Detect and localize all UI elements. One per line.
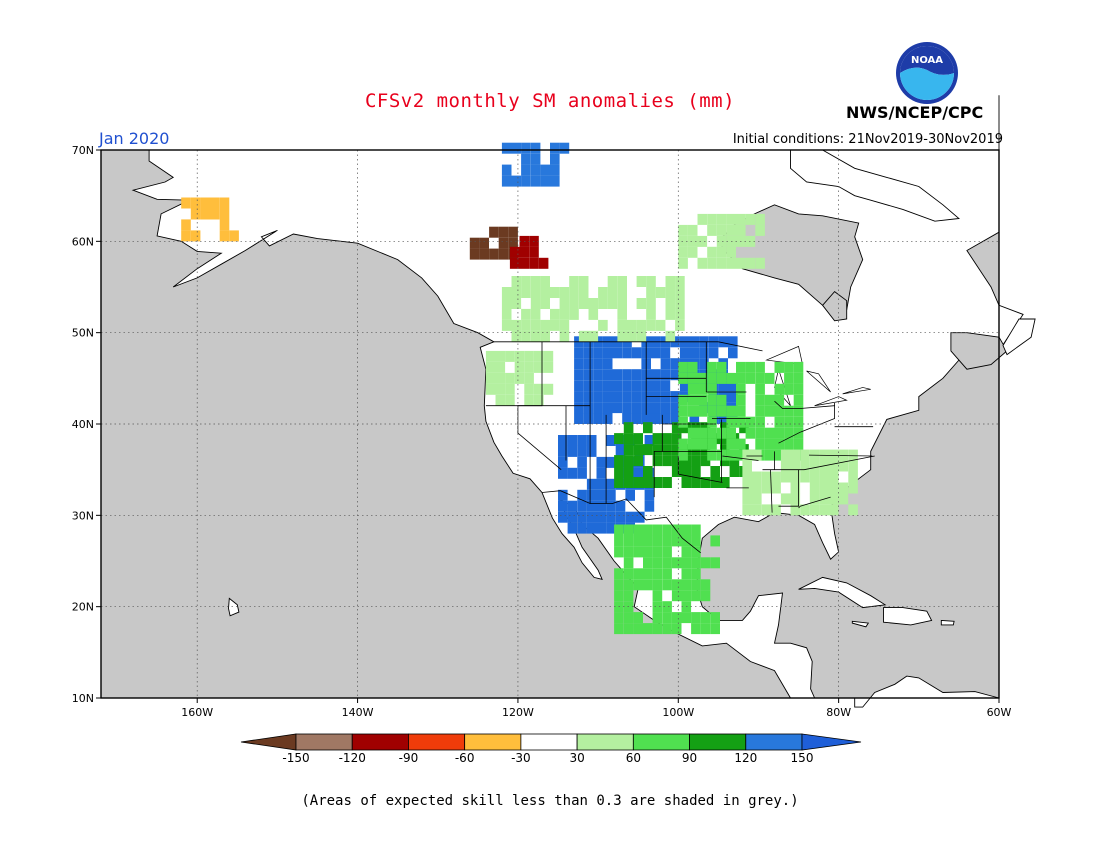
colorbar-bin-5 [520,733,578,751]
anomaly-shading [181,142,858,635]
anomaly-region-arctic-blue [501,142,570,187]
lat-tick-label: 40N [72,418,94,431]
chart-title: CFSv2 monthly SM anomalies (mm) [364,90,736,112]
cuba-land [798,576,887,609]
colorbar-tick-label: -90 [398,751,419,765]
newfoundland-land [1002,318,1036,356]
lon-tick-label: 100W [662,706,694,719]
anomaly-region-pacific-nw-moist [485,350,554,406]
agency-label: NWS/NCEP/CPC [846,103,984,122]
colorbar-bin-1 [295,733,353,751]
colorbar-tick-label: 150 [790,751,814,765]
colorbar-tick-label: -150 [282,751,310,765]
graticule [101,150,999,698]
lat-tick-label: 30N [72,509,94,522]
noaa-logo: NOAA [896,42,958,104]
lat-tick-label: 60N [72,235,94,248]
colorbar-bin-2 [351,733,409,751]
colorbar-arrow-right [801,733,862,751]
footnote: (Areas of expected skill less than 0.3 a… [301,793,799,809]
lon-tick-label: 140W [342,706,374,719]
lat-tick-label: 70N [72,144,94,157]
lat-tick-label: 10N [72,692,94,705]
noaa-logo-text: NOAA [911,55,943,66]
jamaica-land [851,620,870,628]
colorbar-bin-4 [464,733,522,751]
puerto-rico-land [940,619,955,626]
lon-tick-label: 120W [502,706,534,719]
hispaniola-land [883,607,933,626]
colorbar-bin-3 [408,733,466,751]
colorbar-bin-7 [632,733,690,751]
colorbar-tick-label: 30 [569,751,585,765]
state-borders [485,341,875,554]
colorbar-bin-8 [689,733,747,751]
colorbar-tick-label: 120 [734,751,758,765]
colorbar-tick-label: -120 [338,751,366,765]
lat-tick-label: 50N [72,327,94,340]
colorbar-tick-label: -30 [511,751,531,765]
baffin-land [790,149,960,222]
colorbar-tick-label: -60 [454,751,475,765]
lon-tick-label: 60W [987,706,1012,719]
colorbar-tick-label: 60 [625,751,641,765]
anomaly-region-southeast-moist [742,449,858,516]
colorbar-arrow-left [240,733,297,751]
colorbar-bin-9 [745,733,803,751]
anomaly-region-alaska-dry [181,197,239,242]
lon-tick-label: 80W [826,706,851,719]
initial-conditions: Initial conditions: 21Nov2019-30Nov2019 [732,132,1003,147]
great-lake-5 [842,387,871,395]
colorbar-tick-label: 90 [681,751,698,765]
anomaly-region-canada-prairie-moist [501,276,685,342]
lon-tick-label: 160W [181,706,213,719]
hudson-bay-water [717,204,864,320]
forecast-month: Jan 2020 [99,129,170,148]
james-bay-water [822,290,848,322]
great-lake-3 [806,370,831,393]
anomaly-region-mexico-moist [614,524,720,635]
colorbar-bin-6 [576,733,634,751]
hawaii-land [228,597,240,617]
lat-tick-label: 20N [72,601,94,614]
